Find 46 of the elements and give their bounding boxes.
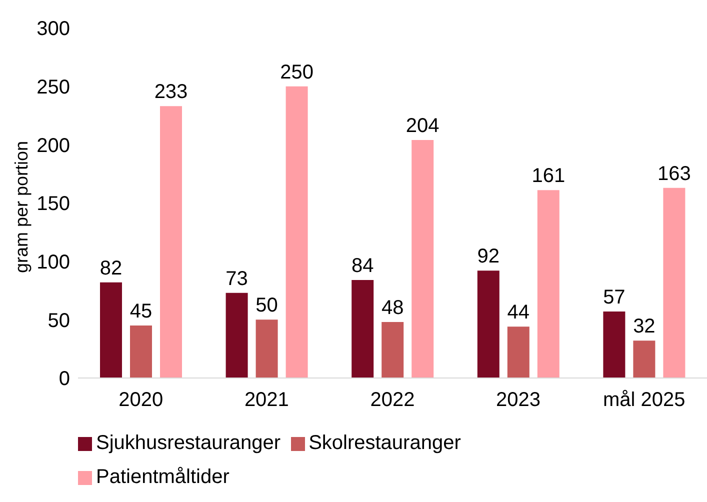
data-label: 84 bbox=[351, 255, 374, 277]
bar bbox=[226, 292, 248, 378]
data-label: 233 bbox=[154, 81, 188, 104]
x-tick-label: 2021 bbox=[244, 389, 289, 412]
bar bbox=[382, 322, 404, 378]
y-tick-label: 250 bbox=[36, 76, 70, 98]
bar bbox=[633, 340, 656, 378]
data-label: 48 bbox=[381, 297, 404, 319]
data-label: 82 bbox=[100, 257, 122, 280]
bar bbox=[663, 188, 686, 378]
data-label: 250 bbox=[280, 61, 314, 84]
y-tick-label: 200 bbox=[36, 134, 70, 157]
legend-label: Patientmåltider bbox=[96, 466, 230, 488]
legend-label: Skolrestauranger bbox=[308, 432, 461, 454]
bar bbox=[130, 326, 152, 378]
bar bbox=[160, 106, 182, 378]
y-tick-label: 0 bbox=[58, 368, 70, 390]
y-tick-label: 50 bbox=[48, 310, 70, 332]
bar bbox=[352, 280, 374, 378]
bar bbox=[100, 282, 122, 378]
bar bbox=[507, 326, 530, 378]
data-label: 32 bbox=[633, 316, 656, 338]
y-tick-label: 150 bbox=[36, 193, 70, 216]
x-tick-label: 2023 bbox=[496, 389, 541, 412]
data-label: 73 bbox=[226, 268, 248, 290]
bar bbox=[477, 270, 500, 378]
x-tick-label: 2020 bbox=[118, 389, 164, 412]
data-label: 44 bbox=[507, 302, 530, 324]
bar bbox=[256, 320, 278, 378]
data-label: 92 bbox=[477, 246, 500, 268]
x-tick-label: mål 2025 bbox=[602, 389, 686, 412]
legend-label: Sjukhusrestauranger bbox=[96, 432, 281, 454]
x-tick-label: 2022 bbox=[370, 389, 415, 412]
data-label: 204 bbox=[406, 115, 440, 137]
bar bbox=[603, 312, 626, 378]
data-label: 163 bbox=[658, 162, 691, 185]
y-tick-label: 100 bbox=[36, 251, 70, 274]
data-label: 161 bbox=[532, 165, 566, 188]
bar bbox=[286, 86, 308, 378]
data-label: 45 bbox=[130, 300, 152, 322]
data-label: 57 bbox=[603, 286, 626, 308]
bar bbox=[412, 140, 434, 378]
bar bbox=[537, 190, 560, 378]
y-tick-label: 300 bbox=[36, 18, 70, 40]
data-label: 50 bbox=[256, 294, 278, 317]
y-axis-title: gram per portion bbox=[11, 140, 32, 273]
